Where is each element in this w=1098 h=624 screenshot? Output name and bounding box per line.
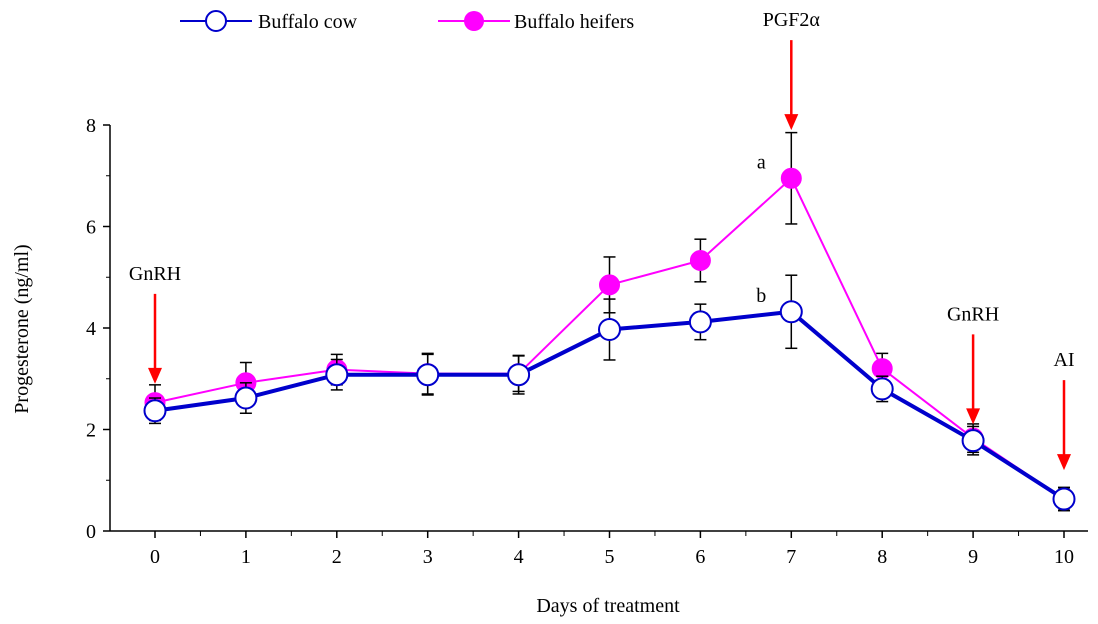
arrow-annotation: GnRH <box>947 303 999 425</box>
x-tick-label: 7 <box>786 546 796 568</box>
arrow-annotation: AI <box>1053 349 1075 471</box>
legend-swatch-marker <box>205 10 227 32</box>
series-0 <box>143 274 1076 512</box>
arrow-annotation: PGF2α <box>763 9 821 131</box>
y-axis-title: Progesterone (ng/ml) <box>11 244 33 413</box>
legend: Buffalo cow Buffalo heifers <box>180 10 634 33</box>
x-tick-label: 3 <box>423 546 433 568</box>
arrow-head <box>784 114 799 131</box>
data-point <box>688 310 712 334</box>
data-point <box>689 250 711 272</box>
x-tick-label: 5 <box>605 546 615 568</box>
data-point <box>1052 487 1076 511</box>
legend-swatch-marker <box>464 11 484 31</box>
arrow-annotation: GnRH <box>129 263 181 384</box>
data-point <box>599 274 620 296</box>
arrow-head <box>1057 454 1071 471</box>
annotation-label: GnRH <box>947 303 999 325</box>
legend-label: Buffalo heifers <box>514 11 634 33</box>
series-layer <box>143 131 1076 512</box>
data-point <box>870 377 894 401</box>
data-point <box>780 167 802 189</box>
x-tick-label: 0 <box>150 546 160 568</box>
annotations-layer: a b GnRH PGF2α GnRH AI <box>129 9 1075 471</box>
data-point <box>325 363 349 387</box>
x-tick-label: 2 <box>332 546 342 568</box>
y-tick-label: 0 <box>86 521 96 543</box>
legend-label: Buffalo cow <box>258 11 358 33</box>
y-tick-label: 6 <box>86 217 96 239</box>
legend-item: Buffalo cow <box>180 10 358 33</box>
x-tick-label: 9 <box>968 546 978 568</box>
annotation-label: GnRH <box>129 263 181 285</box>
data-point <box>598 318 621 342</box>
axis-ticks: 0 2 4 6 8 0 1 2 3 4 5 6 7 8 9 10 <box>86 115 1074 568</box>
y-tick-label: 8 <box>86 115 96 137</box>
data-point <box>416 363 440 387</box>
y-tick-label: 4 <box>86 318 96 340</box>
point-label: b <box>756 285 766 307</box>
x-axis-title: Days of treatment <box>536 595 680 617</box>
x-tick-label: 4 <box>514 546 524 568</box>
annotation-label: PGF2α <box>763 9 821 31</box>
data-point <box>143 399 167 423</box>
data-point <box>779 300 803 324</box>
x-tick-label: 8 <box>877 546 887 568</box>
x-tick-label: 10 <box>1054 546 1074 568</box>
x-tick-label: 1 <box>241 546 251 568</box>
legend-item: Buffalo heifers <box>438 11 634 33</box>
point-label: a <box>757 151 766 173</box>
arrow-head <box>148 367 162 384</box>
data-point <box>507 363 531 387</box>
x-tick-label: 6 <box>695 546 705 568</box>
annotation-label: AI <box>1053 349 1074 371</box>
y-tick-label: 2 <box>86 420 96 442</box>
data-point <box>234 386 258 410</box>
data-point <box>961 429 985 453</box>
arrow-head <box>966 408 981 425</box>
